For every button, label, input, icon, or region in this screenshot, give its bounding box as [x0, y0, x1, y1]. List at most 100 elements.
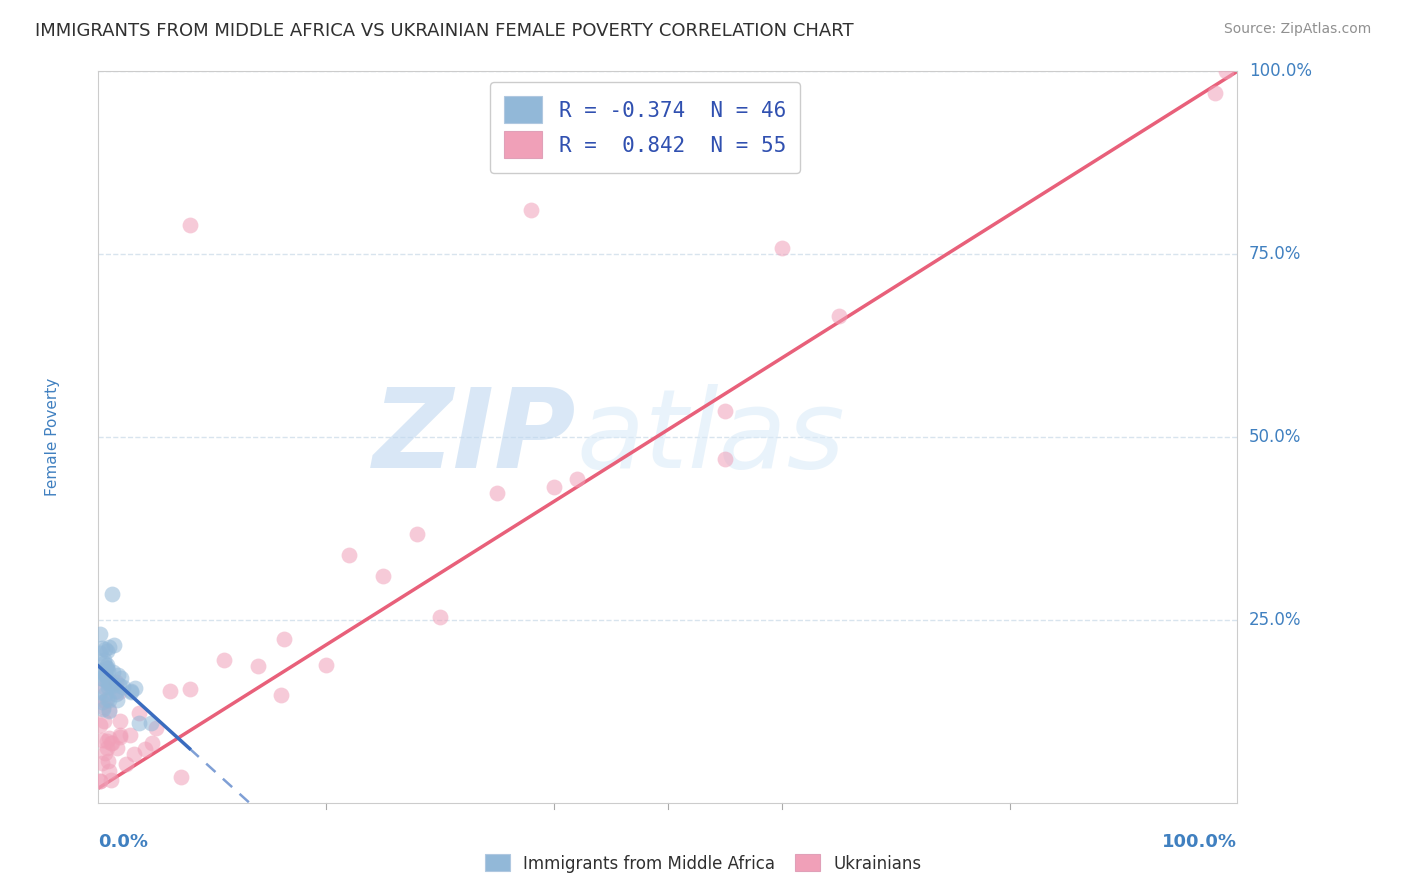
Point — [97, 693, 120, 707]
Point — [96, 674, 118, 689]
Point — [120, 684, 142, 698]
Point — [98, 704, 121, 718]
Point — [96, 658, 118, 673]
Point — [110, 671, 132, 685]
Point — [103, 638, 125, 652]
Point — [93, 642, 115, 657]
Text: 75.0%: 75.0% — [1249, 245, 1301, 263]
Text: 25.0%: 25.0% — [1249, 611, 1301, 629]
Text: IMMIGRANTS FROM MIDDLE AFRICA VS UKRAINIAN FEMALE POVERTY CORRELATION CHART: IMMIGRANTS FROM MIDDLE AFRICA VS UKRAINI… — [35, 22, 853, 40]
Point — [91, 671, 114, 685]
Point — [97, 731, 120, 746]
Point — [94, 694, 117, 708]
Text: ZIP: ZIP — [373, 384, 576, 491]
Point — [96, 661, 118, 675]
Point — [97, 703, 120, 717]
Point — [270, 688, 292, 702]
Point — [89, 773, 111, 788]
Point — [96, 733, 118, 747]
Point — [89, 646, 111, 660]
Point — [520, 203, 543, 218]
Point — [105, 675, 128, 690]
Point — [96, 644, 118, 658]
Point — [91, 702, 114, 716]
Point — [97, 676, 120, 690]
Point — [91, 672, 114, 686]
Point — [103, 678, 125, 692]
Point — [104, 687, 127, 701]
Point — [100, 679, 122, 693]
Point — [89, 627, 111, 641]
Point — [105, 693, 128, 707]
Point — [96, 740, 118, 755]
Point — [94, 668, 117, 682]
Point — [101, 665, 124, 679]
Point — [96, 660, 118, 674]
Point — [93, 653, 115, 667]
Point — [90, 756, 112, 771]
Point — [273, 632, 295, 646]
Point — [91, 665, 114, 679]
Text: Source: ZipAtlas.com: Source: ZipAtlas.com — [1223, 22, 1371, 37]
Point — [94, 668, 117, 682]
Point — [246, 658, 269, 673]
Point — [212, 653, 235, 667]
Point — [90, 732, 112, 747]
Point — [100, 736, 122, 750]
Legend: R = -0.374  N = 46, R =  0.842  N = 55: R = -0.374 N = 46, R = 0.842 N = 55 — [489, 82, 800, 173]
Point — [89, 717, 111, 731]
Point — [486, 485, 509, 500]
Point — [90, 641, 112, 656]
Point — [101, 587, 124, 601]
Point — [118, 728, 141, 742]
Text: atlas: atlas — [576, 384, 845, 491]
Point — [110, 728, 132, 742]
Point — [714, 403, 737, 417]
Point — [93, 656, 115, 670]
Point — [770, 241, 793, 255]
Point — [108, 678, 131, 692]
Point — [128, 706, 150, 720]
Point — [406, 527, 429, 541]
Point — [97, 764, 120, 778]
Point — [179, 218, 201, 232]
Point — [89, 664, 111, 678]
Point — [141, 736, 163, 750]
Point — [170, 771, 193, 785]
Point — [107, 668, 129, 682]
Point — [1215, 64, 1237, 78]
Text: 100.0%: 100.0% — [1163, 833, 1237, 851]
Point — [93, 687, 115, 701]
Point — [97, 754, 120, 768]
Point — [828, 309, 851, 323]
Point — [115, 757, 138, 772]
Point — [93, 714, 115, 728]
Point — [337, 549, 360, 563]
Point — [139, 715, 162, 730]
Text: 50.0%: 50.0% — [1249, 428, 1301, 446]
Point — [1204, 87, 1226, 101]
Point — [98, 640, 121, 655]
Point — [97, 664, 120, 678]
Point — [124, 681, 146, 696]
Point — [100, 772, 122, 787]
Text: Female Poverty: Female Poverty — [45, 378, 60, 496]
Point — [100, 736, 122, 750]
Point — [714, 452, 737, 467]
Point — [91, 700, 114, 714]
Point — [89, 773, 111, 788]
Text: 0.0%: 0.0% — [98, 833, 149, 851]
Text: 100.0%: 100.0% — [1249, 62, 1312, 80]
Point — [120, 685, 142, 699]
Point — [134, 742, 156, 756]
Point — [97, 681, 120, 695]
Point — [93, 680, 115, 694]
Point — [110, 714, 132, 728]
Point — [128, 715, 150, 730]
Point — [104, 684, 127, 698]
Point — [105, 741, 128, 756]
Point — [107, 684, 129, 698]
Point — [543, 480, 565, 494]
Point — [315, 658, 337, 673]
Point — [94, 746, 117, 760]
